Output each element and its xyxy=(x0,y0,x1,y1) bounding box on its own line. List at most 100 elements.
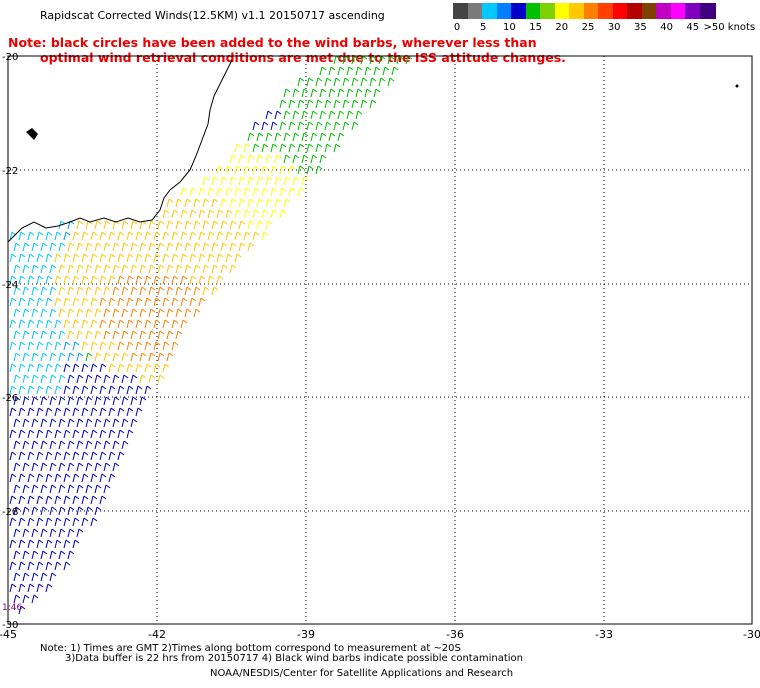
wind-barb xyxy=(121,330,129,340)
wind-barb xyxy=(153,319,161,329)
wind-barb xyxy=(306,121,314,131)
wind-barb xyxy=(139,242,147,252)
wind-barb xyxy=(18,539,26,549)
wind-barb xyxy=(94,330,102,340)
wind-barb xyxy=(229,220,237,230)
wind-barb xyxy=(324,121,332,131)
wind-barb xyxy=(67,418,75,428)
wind-barb xyxy=(22,594,30,604)
wind-barb xyxy=(49,330,57,340)
wind-barb xyxy=(58,352,66,362)
wind-barb xyxy=(67,330,75,340)
island xyxy=(735,84,739,88)
wind-barb xyxy=(27,495,35,505)
wind-barb xyxy=(27,253,35,263)
wind-barb xyxy=(126,385,134,395)
wind-barb xyxy=(36,429,44,439)
wind-barb xyxy=(166,352,174,362)
wind-barb xyxy=(148,286,156,296)
wind-barb xyxy=(9,275,17,285)
wind-barb xyxy=(63,363,71,373)
wind-barb xyxy=(36,341,44,351)
wind-barb xyxy=(243,165,251,175)
wind-barb xyxy=(45,561,53,571)
wind-barb xyxy=(45,451,53,461)
wind-barb xyxy=(157,330,165,340)
wind-barb xyxy=(40,330,48,340)
wind-barb xyxy=(112,242,120,252)
wind-barb xyxy=(81,473,89,483)
wind-barb xyxy=(121,286,129,296)
wind-barb xyxy=(94,220,102,230)
wind-barb xyxy=(238,242,246,252)
wind-barb xyxy=(45,253,53,263)
wind-barb xyxy=(333,121,341,131)
wind-barb xyxy=(81,231,89,241)
wind-barb xyxy=(76,462,84,472)
wind-barb xyxy=(306,143,314,153)
wind-barb xyxy=(72,319,80,329)
wind-barb xyxy=(171,209,179,219)
wind-barb xyxy=(18,363,26,373)
wind-barb xyxy=(175,198,183,208)
wind-barb xyxy=(270,209,278,219)
wind-barb xyxy=(117,275,125,285)
wind-barb xyxy=(153,341,161,351)
wind-barb xyxy=(310,88,318,98)
wind-barb xyxy=(90,495,98,505)
wind-barb xyxy=(40,550,48,560)
wind-barb xyxy=(112,440,120,450)
wind-barb xyxy=(54,495,62,505)
wind-barb xyxy=(207,253,215,263)
wind-barb xyxy=(117,253,125,263)
legend-swatch xyxy=(627,3,643,19)
wind-barb xyxy=(13,374,21,384)
wind-barb xyxy=(49,484,57,494)
wind-barb xyxy=(207,231,215,241)
wind-barb xyxy=(189,231,197,241)
wind-barb xyxy=(270,121,278,131)
legend-label: 15 xyxy=(529,22,542,33)
wind-barb xyxy=(18,385,26,395)
lon-label: -45 xyxy=(0,628,17,641)
wind-barb xyxy=(40,374,48,384)
island xyxy=(26,128,38,140)
wind-barb xyxy=(292,88,300,98)
wind-barb xyxy=(135,363,143,373)
wind-barb xyxy=(247,154,255,164)
wind-barb xyxy=(108,473,116,483)
wind-barb xyxy=(180,253,188,263)
wind-barb xyxy=(81,517,89,527)
legend-swatch xyxy=(612,3,629,19)
wind-barb xyxy=(135,319,143,329)
wind-barb xyxy=(81,407,89,417)
wind-barb xyxy=(103,440,111,450)
wind-barb xyxy=(49,374,57,384)
lon-label: -42 xyxy=(148,628,166,641)
wind-barb xyxy=(99,231,107,241)
lon-label: -30 xyxy=(743,628,760,641)
wind-barb xyxy=(45,363,53,373)
wind-barb xyxy=(117,297,125,307)
wind-barb xyxy=(337,110,345,120)
wind-barb xyxy=(148,374,156,384)
wind-barb xyxy=(85,484,93,494)
wind-barb xyxy=(40,264,48,274)
wind-barb xyxy=(63,385,71,395)
wind-barb xyxy=(292,176,300,186)
wind-barb xyxy=(346,110,354,120)
wind-barb xyxy=(81,319,89,329)
wind-barb xyxy=(40,528,48,538)
wind-barb xyxy=(117,385,125,395)
wind-barb xyxy=(297,143,305,153)
wind-barb xyxy=(144,341,152,351)
wind-barb xyxy=(301,176,309,186)
wind-barb xyxy=(45,429,53,439)
wind-barb xyxy=(202,176,210,186)
wind-barb xyxy=(54,275,62,285)
legend-swatch xyxy=(685,3,701,19)
wind-barb xyxy=(22,286,30,296)
wind-barb xyxy=(324,143,332,153)
wind-barb xyxy=(117,319,125,329)
wind-barb xyxy=(18,341,26,351)
